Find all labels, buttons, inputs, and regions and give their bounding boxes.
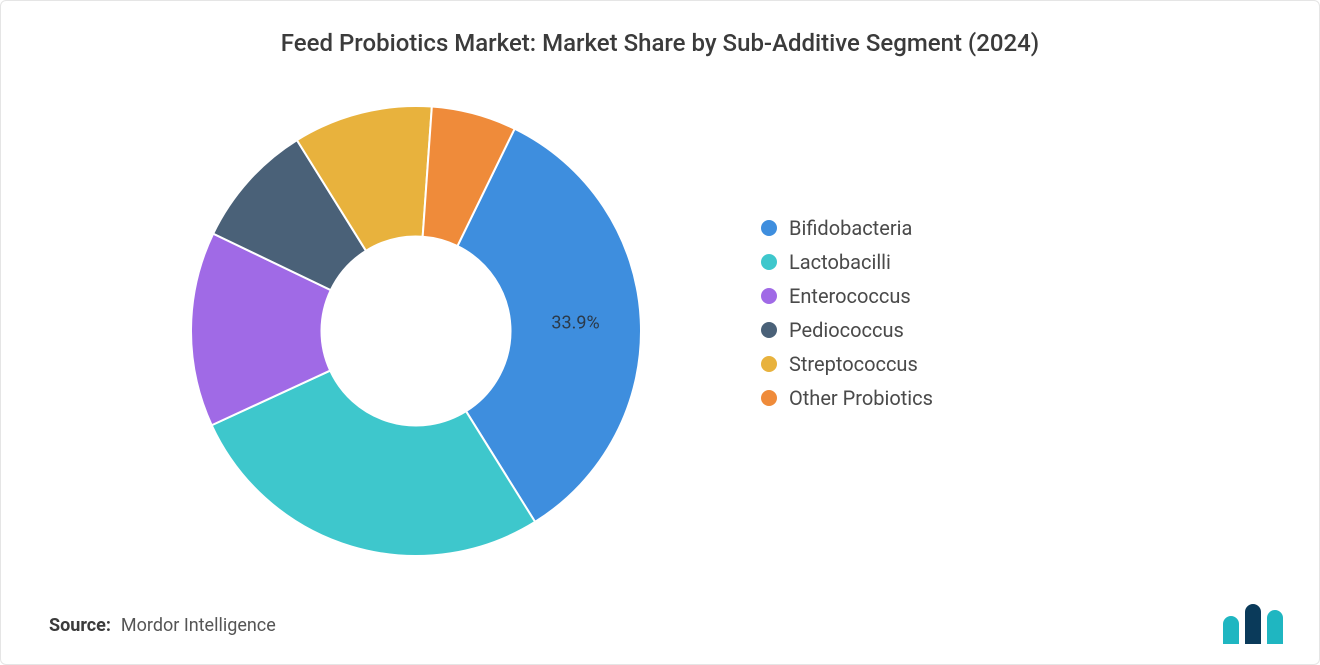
legend-label: Lactobacilli [789, 250, 891, 274]
slice-label: 33.9% [551, 312, 599, 333]
brand-logo [1223, 596, 1287, 644]
donut-chart: 33.9% [181, 96, 651, 566]
source-row: Source: Mordor Intelligence [49, 615, 276, 636]
legend-swatch [761, 390, 777, 406]
legend-label: Other Probiotics [789, 386, 933, 410]
legend-swatch [761, 322, 777, 338]
legend-swatch [761, 220, 777, 236]
legend-item-bifidobacteria: Bifidobacteria [761, 216, 933, 240]
logo-bar-3 [1267, 610, 1283, 644]
chart-title: Feed Probiotics Market: Market Share by … [1, 29, 1319, 57]
legend: Bifidobacteria Lactobacilli Enterococcus Pe… [761, 216, 933, 410]
legend-swatch [761, 288, 777, 304]
legend-swatch [761, 356, 777, 372]
legend-swatch [761, 254, 777, 270]
source-label: Source: [49, 615, 111, 636]
legend-item-streptococcus: Streptococcus [761, 352, 933, 376]
legend-item-enterococcus: Enterococcus [761, 284, 933, 308]
legend-label: Enterococcus [789, 284, 911, 308]
legend-item-lactobacilli: Lactobacilli [761, 250, 933, 274]
legend-item-pediococcus: Pediococcus [761, 318, 933, 342]
logo-bar-1 [1223, 616, 1239, 644]
legend-label: Streptococcus [789, 352, 918, 376]
legend-label: Bifidobacteria [789, 216, 912, 240]
source-value: Mordor Intelligence [121, 615, 276, 636]
brand-logo-svg [1223, 596, 1287, 644]
legend-label: Pediococcus [789, 318, 904, 342]
legend-item-other-probiotics: Other Probiotics [761, 386, 933, 410]
logo-bar-2 [1245, 604, 1261, 644]
